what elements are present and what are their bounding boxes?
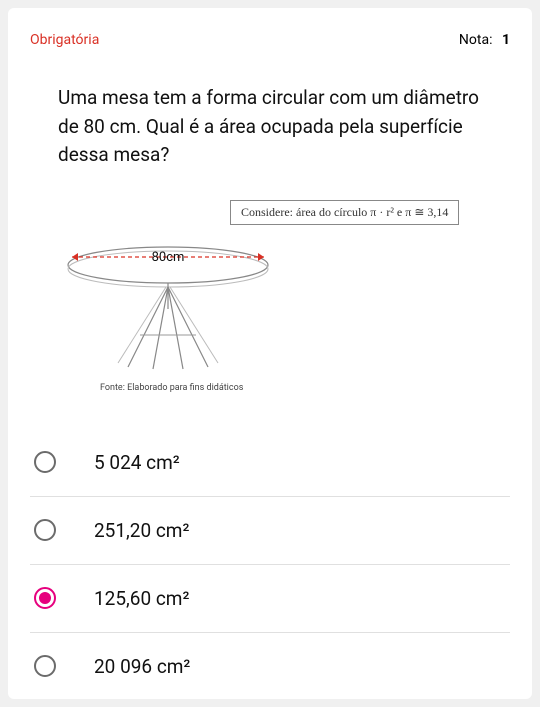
option-label: 20 096 cm²	[94, 655, 190, 678]
radio-button[interactable]	[34, 451, 56, 473]
option-label: 125,60 cm²	[94, 587, 189, 610]
options-list: 5 024 cm² 251,20 cm² 125,60 cm² 20 096 c…	[30, 429, 510, 700]
diagram-caption: Fonte: Elaborado para fins didáticos	[100, 383, 510, 393]
question-text: Uma mesa tem a forma circular com um diâ…	[58, 84, 490, 170]
option-row[interactable]: 20 096 cm²	[30, 633, 510, 700]
measurement-label: 80cm	[152, 250, 185, 265]
option-label: 5 024 cm²	[94, 451, 180, 474]
table-diagram: 80cm	[58, 237, 278, 377]
score-value: 1	[502, 32, 510, 48]
radio-button[interactable]	[34, 655, 56, 677]
header-row: Obrigatória Nota: 1	[30, 32, 510, 48]
required-label: Obrigatória	[30, 32, 99, 48]
question-card: Obrigatória Nota: 1 Uma mesa tem a forma…	[8, 8, 532, 699]
score-label: Nota:	[459, 32, 493, 48]
radio-button-selected[interactable]	[34, 587, 56, 609]
score-display: Nota: 1	[459, 32, 510, 48]
option-row[interactable]: 5 024 cm²	[30, 429, 510, 497]
option-label: 251,20 cm²	[94, 519, 189, 542]
diagram-wrap: 80cm Fonte: Elaborado para fins didático…	[58, 237, 510, 393]
radio-button[interactable]	[34, 519, 56, 541]
option-row[interactable]: 125,60 cm²	[30, 565, 510, 633]
option-row[interactable]: 251,20 cm²	[30, 497, 510, 565]
formula-box: Considere: área do círculo π · r² e π ≅ …	[230, 200, 459, 225]
